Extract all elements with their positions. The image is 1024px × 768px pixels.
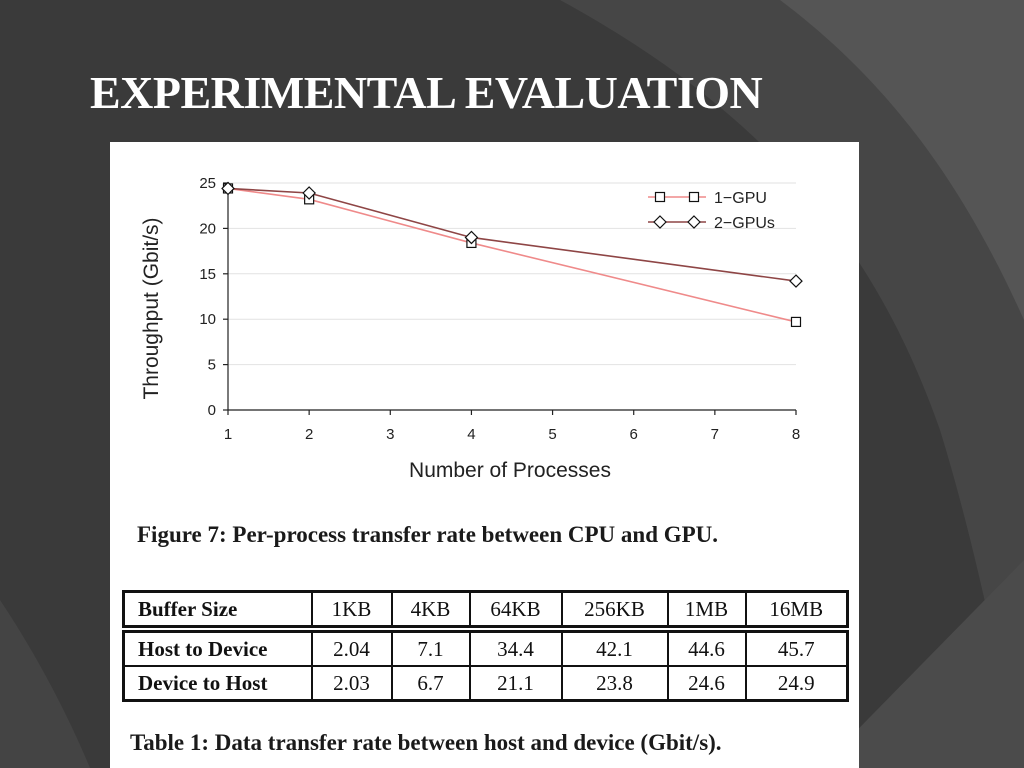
- table-body: Host to Device 2.04 7.1 34.4 42.1 44.6 4…: [122, 630, 849, 702]
- data-point: [789, 274, 803, 288]
- table-caption: Table 1: Data transfer rate between host…: [130, 730, 722, 755]
- legend-marker: [688, 191, 700, 203]
- series-line: [227, 187, 797, 282]
- table-header-cell: 16MB: [744, 590, 849, 628]
- data-point: [302, 186, 316, 200]
- series-line: [227, 187, 797, 323]
- content-panel: 0 5 10 15 20 25 1 2 3 4 5 6 7 8 Number of Processes Thr…: [110, 142, 859, 768]
- table-header-cell: 4KB: [390, 590, 471, 628]
- table-cell: 23.8: [560, 665, 669, 702]
- table-row-label: Device to Host: [122, 665, 313, 702]
- table-row-label: Host to Device: [122, 630, 313, 667]
- table-cell: 34.4: [468, 630, 563, 667]
- data-point: [790, 316, 802, 328]
- x-tick-label: 3: [386, 426, 394, 443]
- table-header: Buffer Size 1KB 4KB 64KB 256KB 1MB 16MB: [122, 590, 849, 628]
- y-tick-label: 0: [208, 402, 216, 419]
- y-tick-label: 25: [199, 175, 216, 192]
- throughput-line-chart: 0 5 10 15 20 25 1 2 3 4 5 6 7 8 Number of Processes Thr…: [140, 175, 803, 482]
- table-row: Host to Device 2.04 7.1 34.4 42.1 44.6 4…: [122, 630, 849, 667]
- x-tick-label: 8: [792, 426, 800, 443]
- legend-marker: [654, 191, 666, 203]
- x-tick-label: 7: [711, 426, 719, 443]
- slide-title: EXPERIMENTAL EVALUATION: [90, 67, 763, 118]
- data-point: [221, 181, 235, 196]
- x-tick-label: 5: [548, 426, 556, 443]
- y-tick-label: 20: [199, 220, 216, 237]
- table-cell: 7.1: [390, 630, 471, 667]
- table-header-cell: 256KB: [560, 590, 669, 628]
- x-tick-label: 2: [305, 426, 313, 443]
- y-tick-label: 10: [199, 311, 216, 328]
- table-cell: 2.04: [310, 630, 393, 667]
- table-cell: 42.1: [560, 630, 669, 667]
- legend-marker: [687, 215, 701, 229]
- y-axis-label: Throughput (Gbit/s): [140, 217, 163, 399]
- x-tick-label: 6: [630, 426, 638, 443]
- x-tick-label: 4: [467, 426, 475, 443]
- table-cell: 21.1: [468, 665, 563, 702]
- data-point: [464, 230, 479, 245]
- legend-label: 1−GPU: [714, 190, 767, 207]
- table-header-cell: 1KB: [310, 590, 393, 628]
- y-tick-label: 5: [208, 357, 216, 374]
- table-cell: 24.6: [666, 665, 747, 702]
- x-axis-label: Number of Processes: [409, 459, 611, 482]
- figure-caption: Figure 7: Per-process transfer rate betw…: [137, 522, 719, 547]
- transfer-rate-table: Buffer Size 1KB 4KB 64KB 256KB 1MB 16MB …: [122, 590, 849, 702]
- table-header-row: Buffer Size 1KB 4KB 64KB 256KB 1MB 16MB: [122, 590, 849, 628]
- table-cell: 24.9: [744, 665, 849, 702]
- table-row: Device to Host 2.03 6.7 21.1 23.8 24.6 2…: [122, 665, 849, 702]
- x-tick-label: 1: [224, 426, 232, 443]
- y-tick-label: 15: [199, 266, 216, 283]
- table-header-cell: 64KB: [468, 590, 563, 628]
- table-cell: 2.03: [310, 665, 393, 702]
- legend-label: 2−GPUs: [714, 215, 775, 232]
- table-header-cell: 1MB: [666, 590, 747, 628]
- table-header-cell: Buffer Size: [122, 590, 313, 628]
- table-cell: 6.7: [390, 665, 471, 702]
- table-cell: 44.6: [666, 630, 747, 667]
- legend-marker: [653, 215, 667, 229]
- table-cell: 45.7: [744, 630, 849, 667]
